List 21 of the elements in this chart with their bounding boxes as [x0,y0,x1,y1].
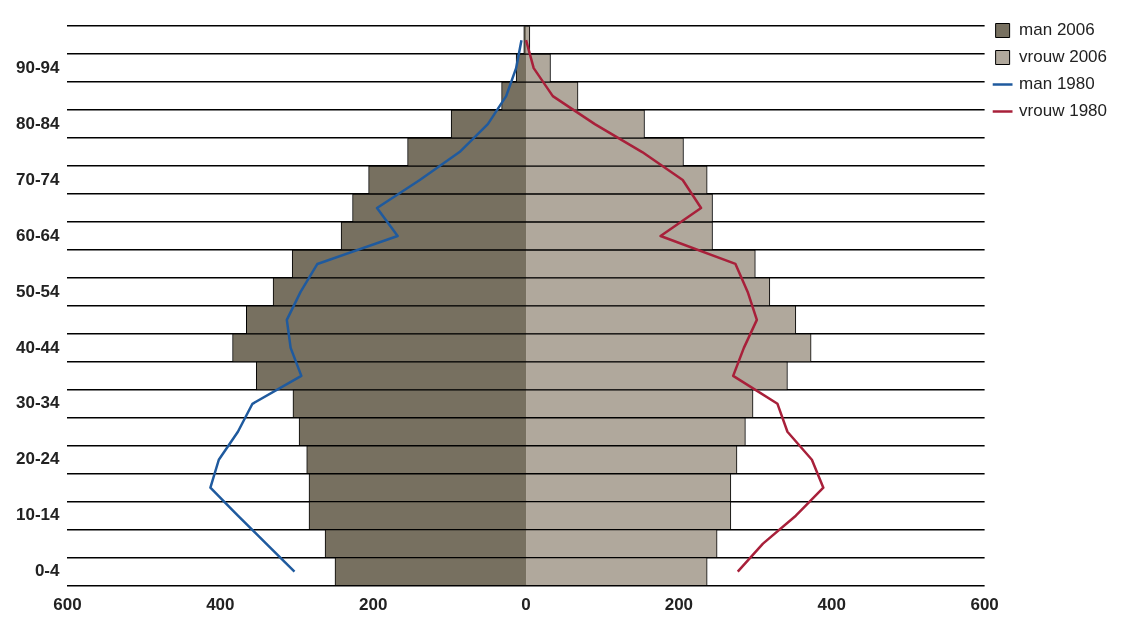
y-tick-label: 80-84 [16,113,61,133]
legend-label: man 2006 [1019,20,1095,40]
y-tick-label: 40-44 [16,337,61,357]
x-tick-label: 600 [970,595,999,615]
y-tick-label: 70-74 [16,169,61,189]
y-tick-label: 90-94 [16,57,61,77]
y-tick-label: 60-64 [16,225,61,245]
y-tick-label: 20-24 [16,449,61,469]
x-tick-label: 0 [521,595,531,615]
y-tick-label: 50-54 [16,281,61,301]
x-tick-label: 400 [206,595,235,615]
x-tick-label: 200 [664,595,694,615]
x-tick-label: 600 [53,595,82,615]
y-tick-label: 30-34 [16,393,61,413]
x-tick-label: 400 [817,595,846,615]
legend-label: vrouw 2006 [1019,47,1107,67]
y-tick-label: 10-14 [16,505,61,525]
legend-label: man 1980 [1019,74,1095,94]
y-tick-label: 0-4 [34,561,61,581]
legend-label: vrouw 1980 [1019,101,1107,121]
x-tick-label: 200 [359,595,388,615]
